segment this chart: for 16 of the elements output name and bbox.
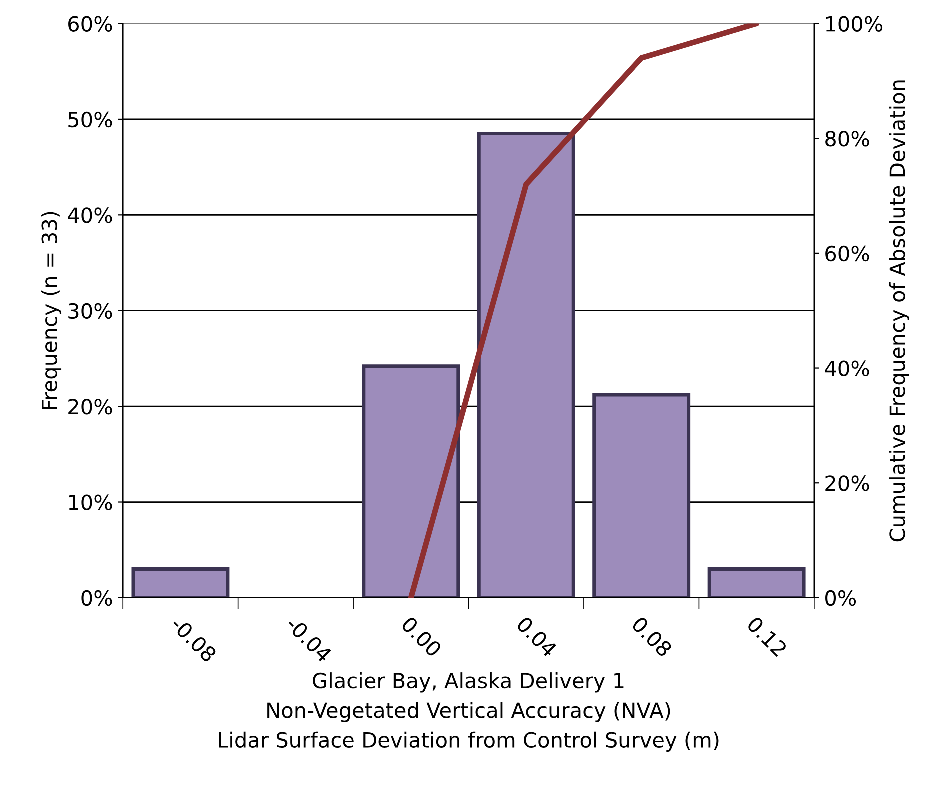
x-axis-title: Glacier Bay, Alaska Delivery 1 Non-Vegetated Vertical Accuracy (NVA) Lidar Surface Deviation from Control Survey (m) xyxy=(219,672,719,752)
y2-tick-label: 0% xyxy=(826,590,856,606)
y-tick-label: 20% xyxy=(68,399,112,415)
y-tick-label: 10% xyxy=(69,494,112,510)
y2-tick-label: 40% xyxy=(825,360,870,376)
y-tick-label: 30% xyxy=(68,303,112,320)
y2-tick-label: 80% xyxy=(826,131,870,147)
y2-tick-label: 20% xyxy=(826,476,870,492)
y-tick-label: 60% xyxy=(68,16,112,32)
y2-tick-label: 60% xyxy=(826,246,870,262)
y-tick-label: 50% xyxy=(68,112,112,128)
y2-tick-label: 100% xyxy=(826,16,883,32)
y2-axis-title: Cumulative Frequency of Absolute Deviation xyxy=(889,80,910,542)
y-tick-label: 40% xyxy=(68,208,112,224)
y-axis-title: Frequency (n = 33) xyxy=(41,212,62,410)
y-tick-label: 0% xyxy=(82,590,112,606)
